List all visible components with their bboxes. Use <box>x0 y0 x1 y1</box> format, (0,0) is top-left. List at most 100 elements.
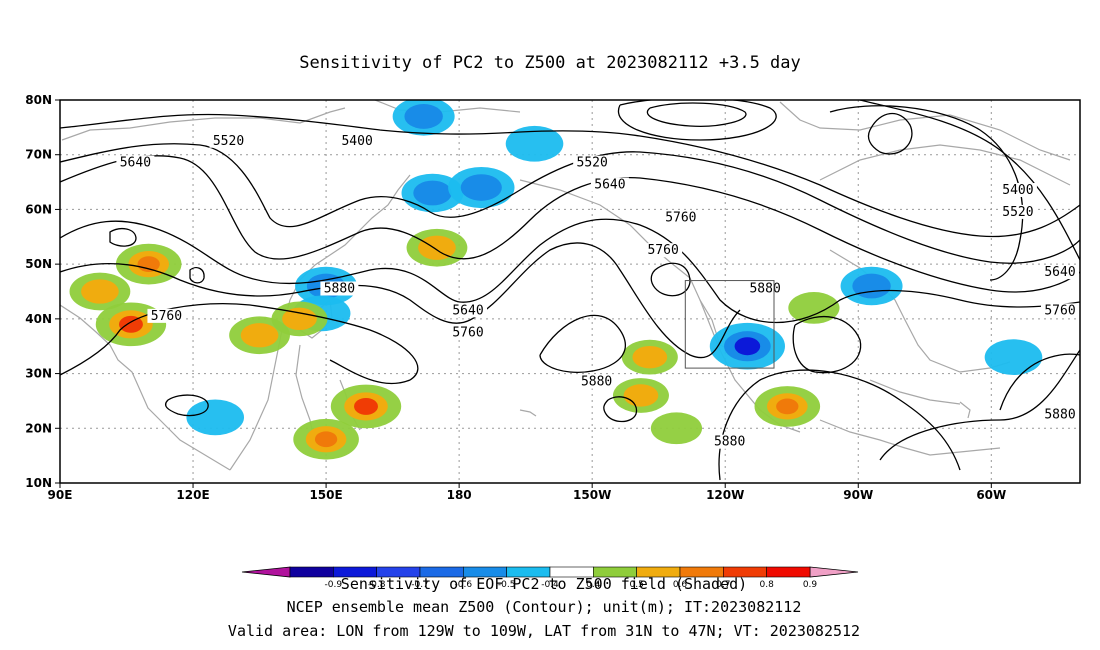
coastline <box>829 249 1011 373</box>
z500-contour <box>879 349 1080 461</box>
z500-contour <box>867 112 913 155</box>
lon-tick-label: 60W <box>976 488 1006 502</box>
z500-contour <box>539 314 627 374</box>
sensitivity-core <box>852 273 891 299</box>
sensitivity-core <box>632 345 668 369</box>
colorbar-tick-label: 0.9 <box>803 580 818 590</box>
colorbar-tick-label: 0.6 <box>673 580 688 590</box>
negative-sensitivity-area <box>505 125 564 162</box>
contour-label-bg <box>116 155 155 170</box>
coastline <box>959 401 971 419</box>
sensitivity-core <box>418 235 456 260</box>
lon-tick-label: 150E <box>309 488 342 502</box>
z500-contour <box>164 394 209 417</box>
colorbar-tick-label: 0.7 <box>716 580 730 590</box>
longitude-ticks: 90E 120E 150E 180 150W 120W 90W 60W <box>48 483 1006 502</box>
colorbar-tick-label: 0.8 <box>760 580 775 590</box>
sensitivity-peak <box>137 256 160 273</box>
contour-label-bg <box>644 243 683 258</box>
colorbar-tick-label: -0.9 <box>325 580 343 590</box>
sensitivity-core <box>81 279 119 304</box>
lon-tick-label: 120W <box>706 488 744 502</box>
z500-contour <box>603 396 638 423</box>
z500-contour <box>792 315 862 374</box>
contour-label-bg <box>590 177 629 192</box>
coastline <box>819 144 1071 186</box>
colorbar-swatch <box>289 566 334 578</box>
contour-label: 5400 <box>1002 183 1033 198</box>
contour-label-bg <box>573 155 612 170</box>
lat-tick-label: 50N <box>25 257 52 271</box>
contour-label-bg <box>449 303 487 318</box>
z500-contour <box>617 100 777 141</box>
lon-tick-label: 120E <box>176 488 209 502</box>
z500-contour <box>60 303 419 385</box>
contour-label: 5520 <box>577 156 608 171</box>
coastline <box>519 409 537 417</box>
coastline <box>779 101 1071 161</box>
contour-label: 5880 <box>749 282 780 297</box>
contour-label: 5880 <box>714 435 745 450</box>
contour-label: 5400 <box>341 134 372 149</box>
contour-label: 5760 <box>647 243 678 258</box>
z500-contour <box>859 100 1080 261</box>
colorbar-over-triangle <box>809 566 859 578</box>
contour-label-bg <box>998 204 1037 219</box>
coastline <box>819 419 1001 456</box>
lon-tick-label: 90E <box>48 488 73 502</box>
contour-label-bg <box>661 210 700 225</box>
colorbar-tick-label: -0.8 <box>368 580 386 590</box>
z500-contour <box>60 242 741 359</box>
sensitivity-peak <box>314 431 338 448</box>
sensitivity-peak <box>776 398 799 415</box>
contour-label-bg <box>710 434 749 449</box>
colorbar-label: Sensitivity of EOF PC2 to Z500 field (Sh… <box>341 575 747 593</box>
z500-contour <box>829 105 1024 281</box>
contour-label-bg <box>746 281 785 296</box>
footer-line-1: NCEP ensemble mean Z500 (Contour); unit(… <box>287 598 802 616</box>
contour-label: 5520 <box>1002 205 1033 220</box>
coastline <box>869 379 961 405</box>
lat-tick-label: 30N <box>25 367 52 381</box>
contour-label-bg <box>998 183 1037 198</box>
sensitivity-peak <box>118 315 143 333</box>
z500-contour <box>60 113 1080 238</box>
lat-tick-label: 70N <box>25 148 52 162</box>
lon-tick-label: 180 <box>447 488 472 502</box>
grid-lines <box>60 100 1080 483</box>
lat-tick-label: 20N <box>25 421 52 435</box>
z500-contour <box>650 262 691 297</box>
sensitivity-shading <box>69 100 1043 460</box>
z500-contour <box>999 353 1080 411</box>
colorbar-swatch <box>766 566 811 578</box>
contour-label-bg <box>1041 265 1079 280</box>
figure-title: Sensitivity of PC2 to Z500 at 2023082112… <box>299 53 801 73</box>
contour-label: 5760 <box>665 210 696 225</box>
negative-sensitivity-area <box>186 399 245 436</box>
contour-label: 5760 <box>151 309 182 324</box>
contour-label-bg <box>209 133 248 148</box>
lat-tick-label: 60N <box>25 202 52 216</box>
contour-label-bg <box>577 374 616 389</box>
colorbar-under-triangle <box>241 566 291 578</box>
lat-tick-label: 10N <box>25 476 52 490</box>
contour-label-bg <box>449 325 487 340</box>
footer-line-2: Valid area: LON from 129W to 109W, LAT f… <box>228 622 860 640</box>
colorbar: -0.9 -0.8 -0.7 -0.6 -0.5 -0.4 0.4 0.5 0.6 0.7 0.8 0… <box>241 566 859 590</box>
z500-contour <box>109 227 137 247</box>
contour-label: 5880 <box>581 375 612 390</box>
contour-label-bg <box>338 133 377 148</box>
sensitivity-core <box>282 307 317 331</box>
z500-contour <box>189 267 205 284</box>
z500-contour <box>60 218 1080 324</box>
colorbar-tick-label: 0.5 <box>630 580 644 590</box>
sensitivity-core <box>404 104 443 129</box>
latitude-ticks: 80N 70N 60N 50N 40N 30N 20N 10N <box>25 93 60 490</box>
sensitivity-core <box>623 384 659 407</box>
contour-label: 5640 <box>1044 265 1075 280</box>
z500-contour <box>60 143 1080 264</box>
z500-contour <box>718 369 961 481</box>
contour-label: 5520 <box>213 134 244 149</box>
contour-label: 5640 <box>120 156 151 171</box>
